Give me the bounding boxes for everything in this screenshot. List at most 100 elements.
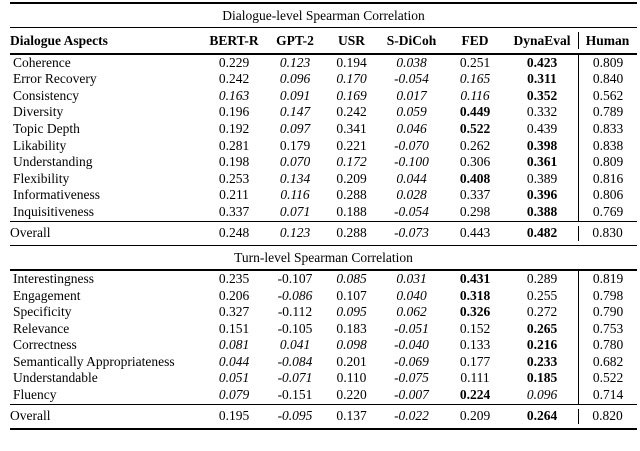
- model-score: 0.172: [336, 154, 367, 170]
- overall-label: Overall: [10, 224, 51, 240]
- spearman-correlation-table: Dialogue-level Spearman Correlation Dial…: [10, 2, 637, 430]
- model-score: 0.147: [279, 104, 311, 120]
- human-score: 0.819: [578, 270, 637, 288]
- model-score: -0.054: [394, 204, 429, 220]
- section-turn-level: Turn-level Spearman Correlation Interest…: [10, 246, 637, 427]
- model-score: 0.265: [526, 320, 558, 336]
- model-score: -0.086: [277, 287, 313, 303]
- model-score: 0.298: [459, 204, 491, 220]
- model-score: 0.388: [526, 204, 558, 220]
- model-score: -0.151: [277, 387, 313, 403]
- model-score: 0.040: [396, 287, 427, 303]
- aspect-label: Engagement: [13, 287, 81, 303]
- aspect-label: Understandable: [13, 370, 98, 386]
- model-score: 0.134: [279, 170, 311, 186]
- table-row: Engagement 0.206 -0.086 0.107 0.040 0.318 0.25…: [10, 287, 637, 305]
- model-score: 0.443: [459, 224, 491, 240]
- model-score: -0.054: [394, 71, 429, 87]
- table-row: Interestingness 0.235 -0.107 0.085 0.031 0.43…: [10, 270, 637, 288]
- model-score: 0.091: [279, 87, 311, 103]
- model-score: 0.044: [218, 353, 250, 369]
- human-score: 0.809: [578, 154, 637, 171]
- model-score: 0.255: [526, 287, 558, 303]
- aspect-label: Understanding: [13, 154, 93, 170]
- table-header-row: Dialogue Aspects BERT-R GPT-2 USR S-DiCo…: [10, 28, 637, 53]
- table-row: Relevance 0.151 -0.105 0.183 -0.051 0.152 0.26…: [10, 320, 637, 338]
- table-row: Informativeness 0.211 0.116 0.288 0.028 0.337…: [10, 187, 637, 205]
- model-score: 0.337: [459, 187, 491, 203]
- model-score: 0.439: [526, 121, 558, 137]
- model-score: 0.220: [336, 387, 367, 403]
- model-score: 0.337: [218, 204, 250, 220]
- overall-row: Overall 0.248 0.123 0.288 -0.073 0.443 0.482 0.…: [10, 222, 637, 245]
- model-score: 0.107: [336, 287, 367, 303]
- model-score: 0.044: [396, 170, 427, 186]
- model-score: 0.288: [336, 224, 367, 240]
- model-score: 0.111: [460, 370, 490, 386]
- model-score: 0.398: [526, 137, 558, 153]
- dialogue-level-rows: Coherence 0.229 0.123 0.194 0.038 0.251 0.423 0…: [10, 54, 637, 221]
- human-score: 0.816: [578, 170, 637, 188]
- turn-section-title: Turn-level Spearman Correlation: [234, 250, 413, 266]
- model-score: 0.229: [218, 54, 250, 70]
- aspect-label: Informativeness: [13, 187, 100, 203]
- table-row: Likability 0.281 0.179 0.221 -0.070 0.262 0.39…: [10, 137, 637, 155]
- aspect-label: Specificity: [13, 304, 72, 320]
- dialogue-overall-container: Overall 0.248 0.123 0.288 -0.073 0.443 0.482 0.…: [10, 222, 637, 245]
- human-score: 0.522: [578, 370, 637, 388]
- model-score: 0.332: [526, 104, 558, 120]
- top-rule: [10, 2, 637, 4]
- model-score: 0.206: [218, 287, 250, 303]
- aspect-label: Semantically Appropriateness: [13, 353, 175, 369]
- model-score: 0.288: [336, 187, 367, 203]
- model-score: 0.085: [336, 270, 367, 286]
- model-score: 0.201: [336, 353, 367, 369]
- model-score: 0.281: [218, 137, 250, 153]
- rule-above-dialogue-overall: [10, 220, 637, 222]
- model-score: 0.352: [526, 87, 558, 103]
- model-score: 0.133: [459, 337, 491, 353]
- model-score: 0.165: [459, 71, 491, 87]
- rule-below-dialogue-title: [10, 27, 637, 29]
- model-score: 0.051: [218, 370, 250, 386]
- rule-below-header: [10, 53, 637, 55]
- model-score: 0.079: [218, 387, 250, 403]
- model-score: 0.017: [396, 87, 427, 103]
- model-score: 0.264: [526, 407, 558, 423]
- model-score: 0.196: [218, 104, 250, 120]
- model-score: 0.097: [279, 121, 311, 137]
- model-score: -0.105: [277, 320, 313, 336]
- model-score: 0.071: [279, 204, 311, 220]
- table-row: Fluency 0.079 -0.151 0.220 -0.007 0.224 0.096 0…: [10, 387, 637, 404]
- model-score: 0.070: [279, 154, 311, 170]
- human-score: 0.820: [578, 405, 637, 428]
- table-row: Specificity 0.327 -0.112 0.095 0.062 0.326 0.2…: [10, 304, 637, 321]
- model-score: -0.070: [394, 137, 429, 153]
- model-score: -0.040: [394, 337, 429, 353]
- table-row: Inquisitiveness 0.337 0.071 0.188 -0.054 0.29…: [10, 204, 637, 221]
- model-score: 0.423: [526, 54, 558, 70]
- model-score: 0.408: [459, 170, 491, 186]
- aspect-label: Consistency: [13, 87, 79, 103]
- human-score: 0.753: [578, 320, 637, 338]
- model-score: 0.209: [459, 407, 491, 423]
- model-score: 0.341: [336, 121, 367, 137]
- model-score: 0.059: [396, 104, 427, 120]
- overall-row: Overall 0.195 -0.095 0.137 -0.022 0.209 0.264 0…: [10, 405, 637, 428]
- dialogue-section-title: Dialogue-level Spearman Correlation: [222, 8, 425, 23]
- aspect-label: Diversity: [13, 104, 64, 120]
- model-score: 0.169: [336, 87, 367, 103]
- rule-below-turn-title: [10, 269, 637, 271]
- table-row: Semantically Appropriateness 0.044 -0.084 0…: [10, 353, 637, 371]
- model-score: 0.253: [218, 170, 250, 186]
- turn-level-rows: Interestingness 0.235 -0.107 0.085 0.031 0.43…: [10, 270, 637, 404]
- model-score: 0.163: [218, 87, 250, 103]
- model-score: 0.251: [459, 54, 491, 70]
- overall-label: Overall: [10, 407, 51, 423]
- aspect-label: Coherence: [13, 54, 71, 70]
- aspect-label: Flexibility: [13, 170, 70, 186]
- table-row: Diversity 0.196 0.147 0.242 0.059 0.449 0.332 0…: [10, 104, 637, 122]
- model-score: 0.289: [526, 270, 558, 286]
- model-score: 0.177: [459, 353, 491, 369]
- model-score: 0.123: [279, 54, 311, 70]
